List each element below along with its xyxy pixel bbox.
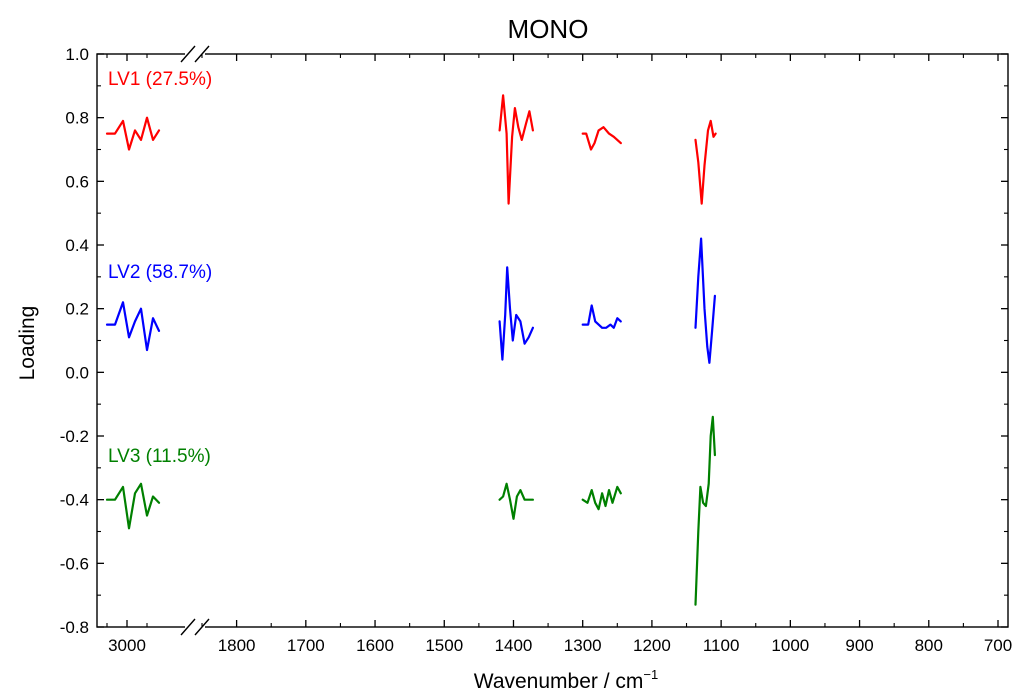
axis-break-mark-bottom <box>180 618 196 636</box>
y-tick-label: -0.2 <box>60 427 89 446</box>
lv3-series-line <box>498 482 534 520</box>
lv1-series-line <box>105 116 161 151</box>
x-axis-label: Wavenumber / cm−1 <box>474 667 658 693</box>
x-tick-label: 1700 <box>287 636 325 655</box>
y-tick-label: 0.4 <box>65 236 89 255</box>
y-tick-label: -0.4 <box>60 491 89 510</box>
lv2-series-line <box>105 301 161 352</box>
chart-title: MONO <box>508 14 589 44</box>
axis-break-mark-top <box>180 45 196 63</box>
y-axis-label: Loading <box>16 306 39 381</box>
x-tick-label: 1000 <box>771 636 809 655</box>
plot-frame <box>96 53 1009 628</box>
lv3-series-line <box>581 485 622 511</box>
x-tick-label: 1100 <box>703 636 740 655</box>
y-tick-label: 0.6 <box>65 172 89 191</box>
y-tick-label: 0.2 <box>65 300 89 319</box>
lv1-series-label: LV1 (27.5%) <box>108 69 212 90</box>
y-tick-label: 0.8 <box>65 109 89 128</box>
y-tick-label: -0.8 <box>60 618 89 637</box>
x-tick-label: 1800 <box>218 636 256 655</box>
lv3-series-label: LV3 (11.5%) <box>108 446 211 467</box>
x-tick-label: 3000 <box>108 636 146 655</box>
y-tick-label: 0.0 <box>65 363 89 382</box>
x-tick-label: 1400 <box>495 636 533 655</box>
plot-area: -0.8 -0.6 -0.4 -0.2 0.0 0.2 0.4 0.6 0.8 1.0 3000 18… <box>60 45 1012 655</box>
x-tick-label: 700 <box>984 636 1012 655</box>
lv3-series-line <box>694 415 716 606</box>
y-tick-label: -0.6 <box>60 554 89 573</box>
x-axis-label-exponent: −1 <box>643 667 658 682</box>
lv2-series-line <box>498 266 534 361</box>
lv2-series-line <box>694 237 716 364</box>
x-tick-label: 1300 <box>564 636 602 655</box>
lv2-series-label: LV2 (58.7%) <box>108 262 212 283</box>
lv1-series-line <box>694 119 717 205</box>
lv3-series-line <box>105 482 161 530</box>
lv1-series-line <box>498 94 534 205</box>
x-tick-label: 1600 <box>356 636 394 655</box>
lv1-series-line <box>581 126 622 151</box>
x-axis-label-text: Wavenumber / cm <box>474 670 644 693</box>
x-tick-label: 900 <box>845 636 873 655</box>
lv2-series-line <box>581 304 622 329</box>
y-tick-label: 1.0 <box>65 45 89 64</box>
x-tick-label: 1200 <box>633 636 671 655</box>
x-tick-label: 1500 <box>425 636 463 655</box>
x-tick-label: 800 <box>915 636 943 655</box>
